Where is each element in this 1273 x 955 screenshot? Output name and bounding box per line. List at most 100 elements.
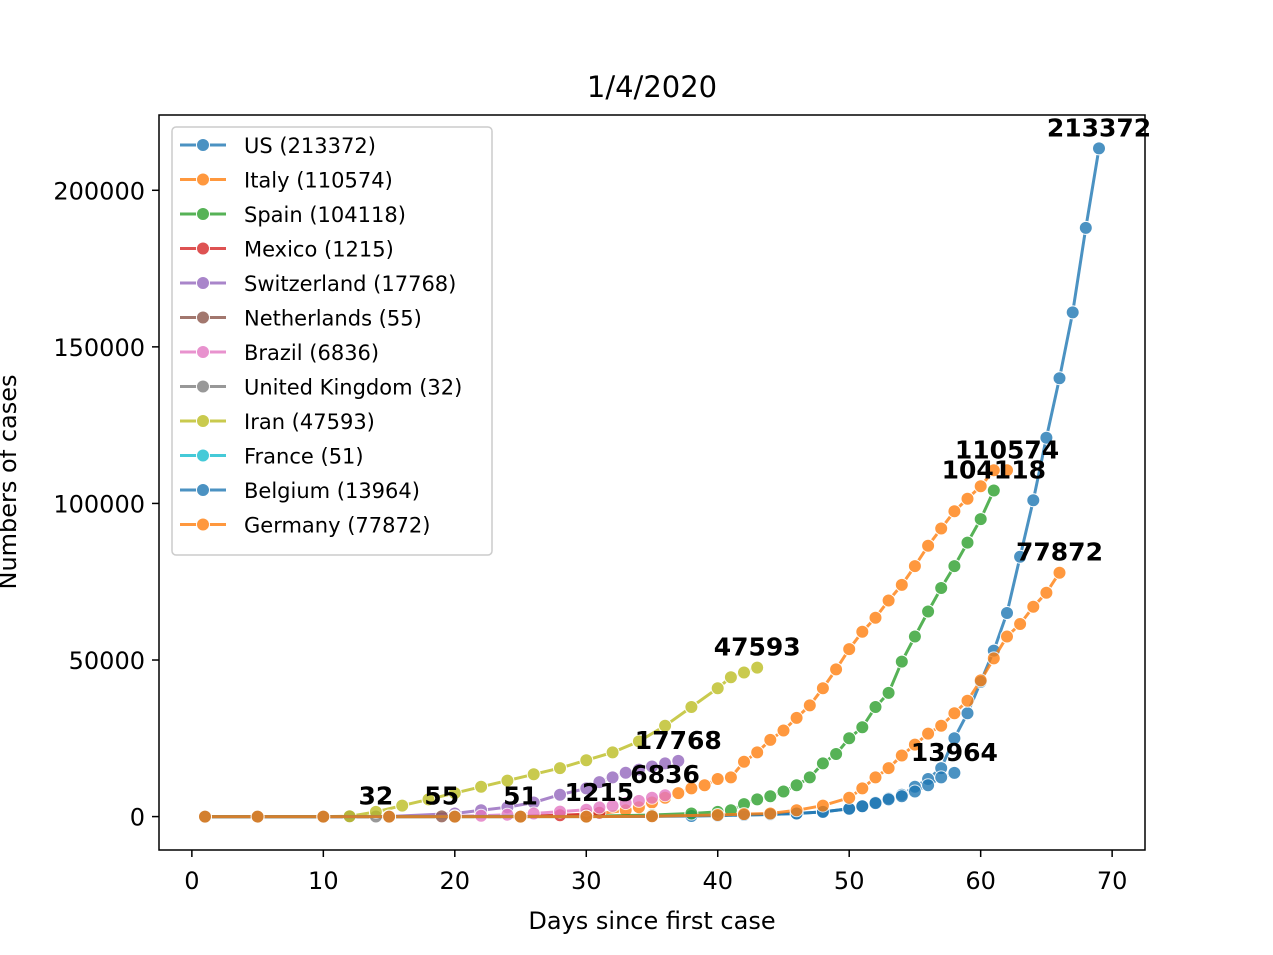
data-point: [658, 788, 673, 803]
legend-marker: [196, 345, 210, 359]
plot-frame: [158, 114, 1146, 851]
data-point: [934, 521, 949, 536]
data-point: [1039, 585, 1054, 600]
y-tick-label: 0: [130, 804, 145, 832]
series-end-label: 1215: [565, 778, 635, 807]
legend-marker: [196, 379, 210, 394]
data-point: [842, 790, 857, 805]
data-point: [684, 700, 699, 714]
legend-item: [180, 379, 226, 394]
data-point: [671, 786, 686, 801]
x-tick-label: 60: [965, 867, 996, 895]
legend-label: Spain (104118): [244, 203, 406, 227]
data-point: [710, 681, 725, 696]
legend-label: Germany (77872): [244, 514, 430, 538]
data-point: [947, 765, 962, 780]
legend-label: Iran (47593): [244, 410, 375, 434]
data-point: [881, 792, 896, 807]
data-point: [921, 604, 936, 619]
data-point: [881, 685, 896, 700]
series-end-label: 110574: [955, 435, 1059, 464]
data-point: [1039, 430, 1054, 445]
data-point: [684, 806, 699, 821]
legend-marker: [196, 414, 210, 428]
data-point: [750, 745, 765, 760]
legend-item: [180, 241, 226, 256]
data-point: [934, 581, 949, 595]
data-point: [868, 796, 883, 811]
legend-marker: [196, 276, 210, 290]
data-point: [894, 577, 909, 592]
data-point: [947, 731, 962, 746]
legend-marker: [196, 448, 210, 463]
data-point: [1065, 305, 1080, 320]
data-point: [763, 806, 778, 821]
legend-label: Switzerland (17768): [244, 272, 456, 296]
data-point: [631, 762, 646, 777]
data-point: [737, 754, 751, 769]
data-point: [934, 770, 949, 785]
legend-marker: [196, 483, 210, 497]
data-point: [526, 767, 541, 782]
data-point: [855, 624, 870, 639]
data-point: [986, 651, 1001, 666]
legend-item: [180, 310, 226, 325]
legend-item: [180, 517, 226, 532]
legend-label: Italy (110574): [244, 169, 393, 193]
series-end-label: 213372: [1047, 113, 1151, 142]
data-point: [1000, 463, 1014, 478]
data-point: [631, 734, 646, 749]
data-point: [1052, 565, 1067, 580]
data-point: [605, 798, 620, 813]
data-point: [881, 593, 896, 608]
x-tick-label: 0: [184, 867, 199, 895]
x-axis-label: Days since first case: [528, 907, 775, 935]
data-point: [934, 718, 949, 733]
data-point: [868, 770, 883, 785]
data-point: [750, 792, 765, 807]
legend-marker: [196, 138, 210, 152]
data-point: [1092, 141, 1106, 156]
data-point: [316, 809, 331, 824]
data-point: [513, 809, 528, 824]
data-point: [474, 779, 489, 794]
legend-label: Brazil (6836): [244, 341, 379, 365]
data-point: [868, 700, 883, 714]
data-point: [1052, 371, 1067, 386]
x-tick-label: 10: [308, 867, 339, 895]
data-point: [763, 789, 778, 804]
legend-label: US (213372): [244, 134, 376, 158]
legend-item: [180, 448, 226, 463]
data-point: [579, 753, 594, 768]
legend-label: France (51): [244, 445, 364, 469]
data-point: [960, 491, 975, 506]
data-point: [776, 784, 791, 799]
data-point: [921, 726, 936, 741]
data-point: [907, 784, 922, 799]
data-point: [960, 706, 975, 721]
data-point: [921, 538, 936, 553]
data-point: [842, 642, 857, 657]
data-point: [986, 483, 1001, 498]
data-point: [684, 781, 699, 796]
data-point: [907, 629, 922, 644]
y-tick-label: 200000: [53, 177, 145, 205]
x-tick-label: 30: [571, 867, 602, 895]
data-point: [789, 803, 804, 818]
y-tick-label: 150000: [53, 334, 145, 362]
legend-marker: [196, 172, 210, 187]
data-point: [1013, 617, 1028, 631]
data-point: [815, 798, 830, 813]
series-end-label: 55: [424, 781, 459, 810]
data-point: [631, 793, 646, 808]
data-point: [553, 787, 567, 802]
data-point: [894, 654, 909, 669]
data-point: [605, 770, 620, 785]
legend-item: [180, 483, 226, 497]
data-point: [579, 809, 594, 824]
data-point: [395, 798, 410, 813]
data-point: [868, 610, 883, 625]
series-end-label: 51: [503, 781, 538, 810]
